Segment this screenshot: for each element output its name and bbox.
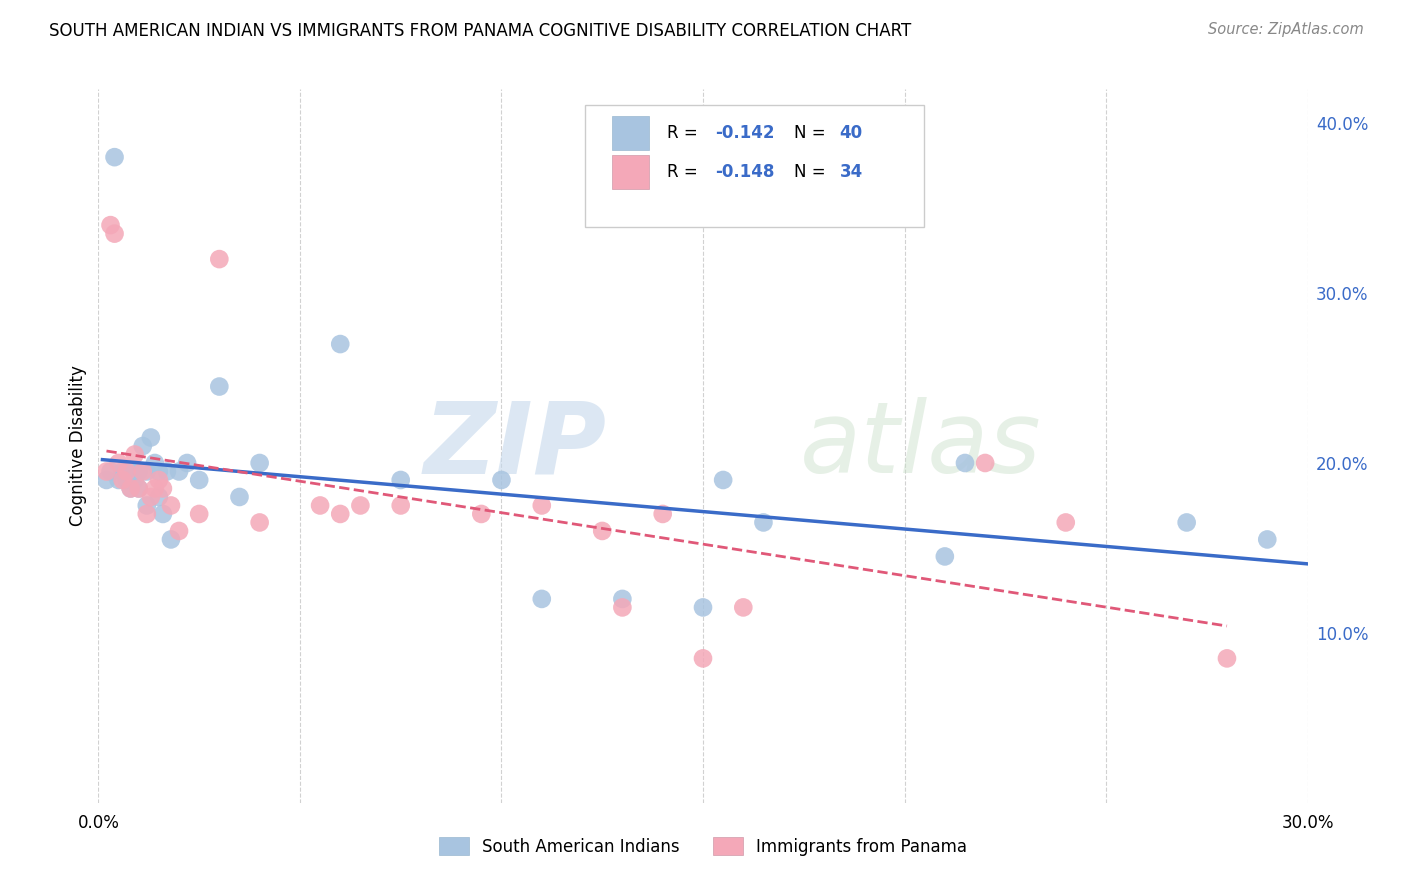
Text: ZIP: ZIP xyxy=(423,398,606,494)
Point xyxy=(651,507,673,521)
Point xyxy=(329,337,352,351)
Point xyxy=(591,524,613,538)
Point xyxy=(135,507,157,521)
Text: Source: ZipAtlas.com: Source: ZipAtlas.com xyxy=(1208,22,1364,37)
Point xyxy=(953,456,976,470)
FancyBboxPatch shape xyxy=(585,105,924,227)
Text: -0.142: -0.142 xyxy=(716,124,775,142)
Point xyxy=(152,482,174,496)
Point xyxy=(160,499,183,513)
Text: 34: 34 xyxy=(839,163,863,181)
Point xyxy=(692,600,714,615)
Point xyxy=(711,473,734,487)
Point xyxy=(120,482,142,496)
Text: R =: R = xyxy=(666,163,703,181)
Point xyxy=(148,490,170,504)
Point xyxy=(124,473,146,487)
Point xyxy=(128,482,150,496)
Point xyxy=(208,252,231,266)
Point xyxy=(692,651,714,665)
Point xyxy=(139,430,162,444)
Point xyxy=(752,516,775,530)
Point xyxy=(167,465,190,479)
Text: SOUTH AMERICAN INDIAN VS IMMIGRANTS FROM PANAMA COGNITIVE DISABILITY CORRELATION: SOUTH AMERICAN INDIAN VS IMMIGRANTS FROM… xyxy=(49,22,911,40)
Point xyxy=(1054,516,1077,530)
Point xyxy=(135,465,157,479)
Point xyxy=(470,507,492,521)
Text: -0.148: -0.148 xyxy=(716,163,775,181)
Point xyxy=(100,465,122,479)
Point xyxy=(96,473,118,487)
Point xyxy=(349,499,371,513)
Point xyxy=(124,448,146,462)
Point xyxy=(329,507,352,521)
Point xyxy=(389,473,412,487)
Point xyxy=(167,524,190,538)
Point xyxy=(733,600,755,615)
Point xyxy=(1256,533,1278,547)
Text: R =: R = xyxy=(666,124,703,142)
Point xyxy=(491,473,513,487)
Point xyxy=(120,482,142,496)
Point xyxy=(1175,516,1198,530)
Point xyxy=(160,533,183,547)
Point xyxy=(208,379,231,393)
Text: N =: N = xyxy=(793,124,831,142)
Point xyxy=(135,499,157,513)
Point xyxy=(974,456,997,470)
Point xyxy=(128,465,150,479)
Point xyxy=(228,490,250,504)
Point xyxy=(107,456,129,470)
Legend: South American Indians, Immigrants from Panama: South American Indians, Immigrants from … xyxy=(432,830,974,863)
Point xyxy=(188,473,211,487)
Point xyxy=(1216,651,1239,665)
Point xyxy=(115,465,138,479)
Point xyxy=(188,507,211,521)
Y-axis label: Cognitive Disability: Cognitive Disability xyxy=(69,366,87,526)
Point xyxy=(124,465,146,479)
Point xyxy=(249,456,271,470)
Point xyxy=(612,591,634,606)
Point xyxy=(128,482,150,496)
Point xyxy=(111,465,134,479)
Point xyxy=(389,499,412,513)
Point xyxy=(530,499,553,513)
FancyBboxPatch shape xyxy=(613,155,648,189)
Point xyxy=(148,465,170,479)
Point xyxy=(132,439,155,453)
Point xyxy=(152,507,174,521)
Point xyxy=(103,227,125,241)
Point xyxy=(139,490,162,504)
Text: N =: N = xyxy=(793,163,831,181)
Point xyxy=(143,456,166,470)
Text: 40: 40 xyxy=(839,124,863,142)
Point xyxy=(115,465,138,479)
Point xyxy=(309,499,332,513)
Point xyxy=(100,218,122,232)
Point xyxy=(143,482,166,496)
Point xyxy=(156,465,179,479)
Point xyxy=(96,465,118,479)
Point xyxy=(249,516,271,530)
Point xyxy=(934,549,956,564)
Point xyxy=(132,465,155,479)
Point xyxy=(115,473,138,487)
Point xyxy=(530,591,553,606)
FancyBboxPatch shape xyxy=(613,116,648,150)
Point xyxy=(107,473,129,487)
Point xyxy=(103,150,125,164)
Point xyxy=(111,473,134,487)
Point xyxy=(612,600,634,615)
Point xyxy=(148,473,170,487)
Text: atlas: atlas xyxy=(800,398,1042,494)
Point xyxy=(176,456,198,470)
